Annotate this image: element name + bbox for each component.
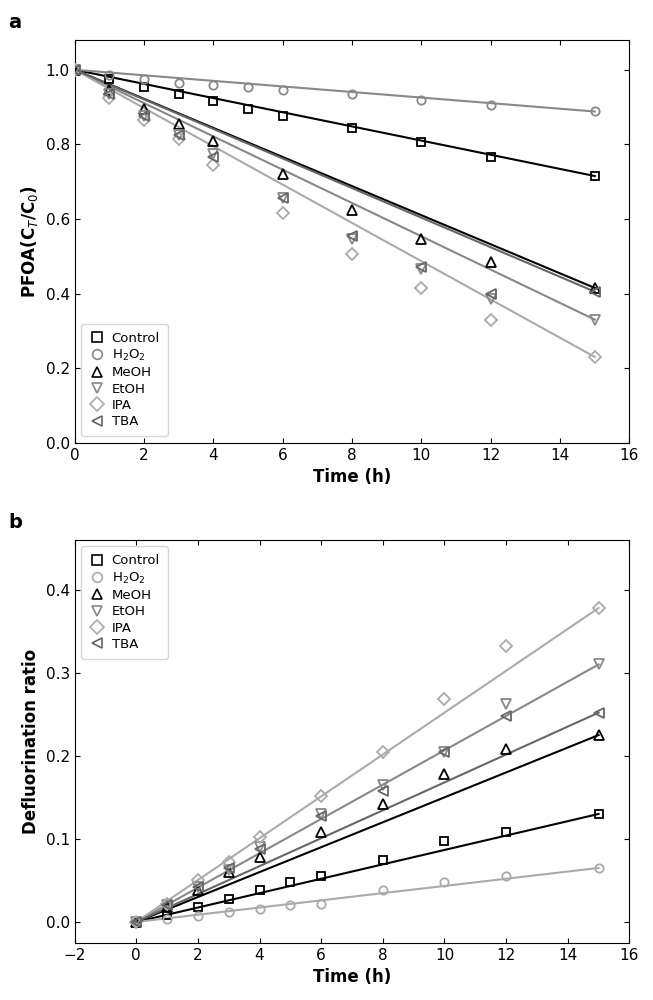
Legend: Control, H$_2$O$_2$, MeOH, EtOH, IPA, TBA: Control, H$_2$O$_2$, MeOH, EtOH, IPA, TB… [81,324,168,436]
Y-axis label: PFOA(C$_T$/C$_0$): PFOA(C$_T$/C$_0$) [19,185,40,298]
Legend: Control, H$_2$O$_2$, MeOH, EtOH, IPA, TBA: Control, H$_2$O$_2$, MeOH, EtOH, IPA, TB… [81,546,168,659]
X-axis label: Time (h): Time (h) [313,468,391,486]
Text: b: b [8,513,22,532]
Y-axis label: Defluorination ratio: Defluorination ratio [22,649,40,834]
X-axis label: Time (h): Time (h) [313,968,391,986]
Text: a: a [8,13,21,32]
